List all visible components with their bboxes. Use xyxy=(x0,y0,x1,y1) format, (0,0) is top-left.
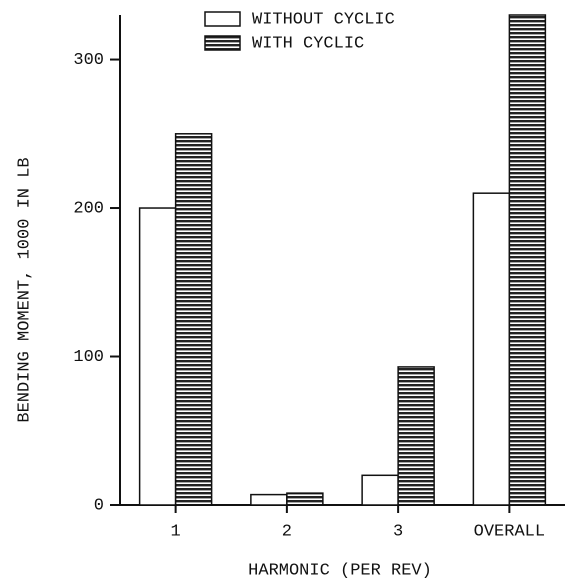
bar xyxy=(361,474,399,506)
x-axis-label: HARMONIC (PER REV) xyxy=(248,561,432,580)
bar xyxy=(250,493,288,506)
bar xyxy=(174,133,213,506)
bar xyxy=(397,366,435,506)
y-tick-label: 0 xyxy=(94,496,104,515)
x-tick-label: OVERALL xyxy=(474,522,545,541)
bar xyxy=(472,192,511,506)
y-axis-label: BENDING MOMENT, 1000 IN LB xyxy=(15,157,34,422)
x-tick-label: 2 xyxy=(282,522,292,541)
bar xyxy=(138,207,177,506)
legend-swatch xyxy=(204,35,241,51)
y-tick-label: 300 xyxy=(73,51,104,70)
y-tick-label: 100 xyxy=(73,348,104,367)
y-tick-label: 200 xyxy=(73,200,104,219)
legend-swatch xyxy=(204,11,241,27)
legend-label: WITHOUT CYCLIC xyxy=(252,10,395,29)
legend-label: WITH CYCLIC xyxy=(252,34,364,53)
x-tick-label: 3 xyxy=(393,522,403,541)
bar xyxy=(286,492,324,506)
x-tick-label: 1 xyxy=(171,522,181,541)
bar xyxy=(508,14,547,506)
